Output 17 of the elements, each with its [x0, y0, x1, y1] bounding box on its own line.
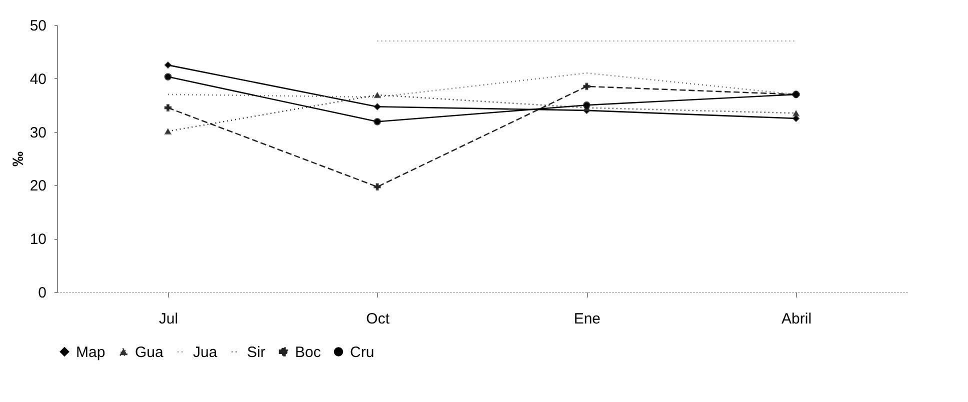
- y-tick-label: 10: [30, 231, 46, 248]
- legend-label: Gua: [135, 344, 164, 361]
- x-tick-label: Oct: [366, 310, 390, 328]
- x-tick-label: Ene: [574, 310, 601, 328]
- legend-label: Jua: [193, 344, 218, 361]
- x-tick-label: Jul: [158, 310, 178, 328]
- x-tick-label: Abril: [782, 310, 812, 328]
- y-axis-title: ‰: [10, 152, 27, 166]
- legend-label: Map: [76, 344, 106, 361]
- y-tick-label: 40: [30, 70, 46, 88]
- legend-label: Sir: [247, 344, 266, 361]
- legend-label: Cru: [350, 344, 374, 361]
- legend-label: Boc: [295, 344, 322, 361]
- y-tick-label: 20: [30, 178, 46, 195]
- y-tick-label: 0: [38, 284, 46, 302]
- y-tick-label: 30: [30, 124, 46, 142]
- y-tick-label: 50: [30, 18, 46, 34]
